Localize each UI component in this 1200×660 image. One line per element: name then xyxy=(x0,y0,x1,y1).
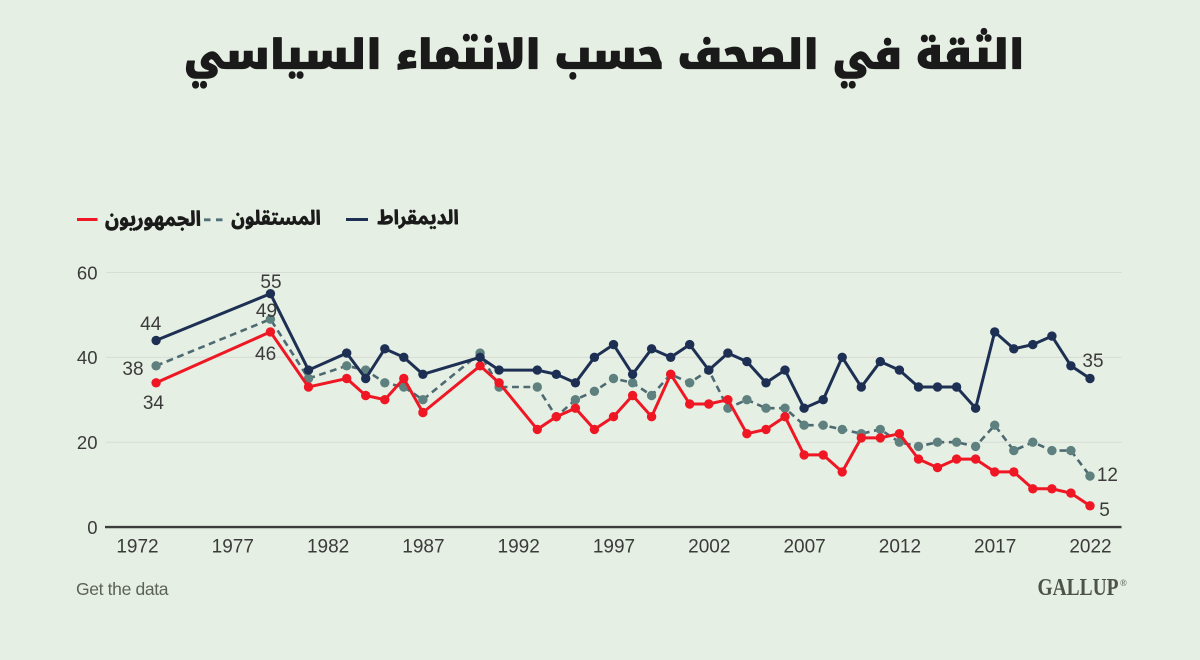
svg-text:0: 0 xyxy=(87,517,97,538)
svg-text:®: ® xyxy=(1120,578,1127,588)
svg-text:35: 35 xyxy=(1082,351,1103,372)
svg-text:1972: 1972 xyxy=(116,537,158,558)
svg-text:GALLUP: GALLUP xyxy=(1038,575,1119,601)
svg-text:34: 34 xyxy=(143,393,165,414)
svg-text:2002: 2002 xyxy=(688,537,730,558)
svg-text:2007: 2007 xyxy=(783,537,825,558)
svg-text:38: 38 xyxy=(122,359,143,380)
svg-text:1982: 1982 xyxy=(307,537,349,558)
svg-text:5: 5 xyxy=(1099,500,1110,521)
svg-text:1977: 1977 xyxy=(212,537,254,558)
svg-text:2022: 2022 xyxy=(1069,537,1111,558)
svg-text:12: 12 xyxy=(1097,465,1118,486)
svg-text:1987: 1987 xyxy=(402,537,444,558)
svg-text:2012: 2012 xyxy=(879,537,921,558)
svg-text:60: 60 xyxy=(77,262,98,283)
svg-text:44: 44 xyxy=(140,314,162,335)
svg-text:49: 49 xyxy=(256,301,277,322)
svg-text:20: 20 xyxy=(77,432,98,453)
svg-text:Get the data: Get the data xyxy=(76,579,169,599)
svg-text:55: 55 xyxy=(260,272,281,293)
svg-text:1992: 1992 xyxy=(498,537,540,558)
svg-text:40: 40 xyxy=(77,347,98,368)
svg-text:1997: 1997 xyxy=(593,537,635,558)
svg-text:46: 46 xyxy=(255,344,276,365)
svg-text:2017: 2017 xyxy=(974,537,1016,558)
